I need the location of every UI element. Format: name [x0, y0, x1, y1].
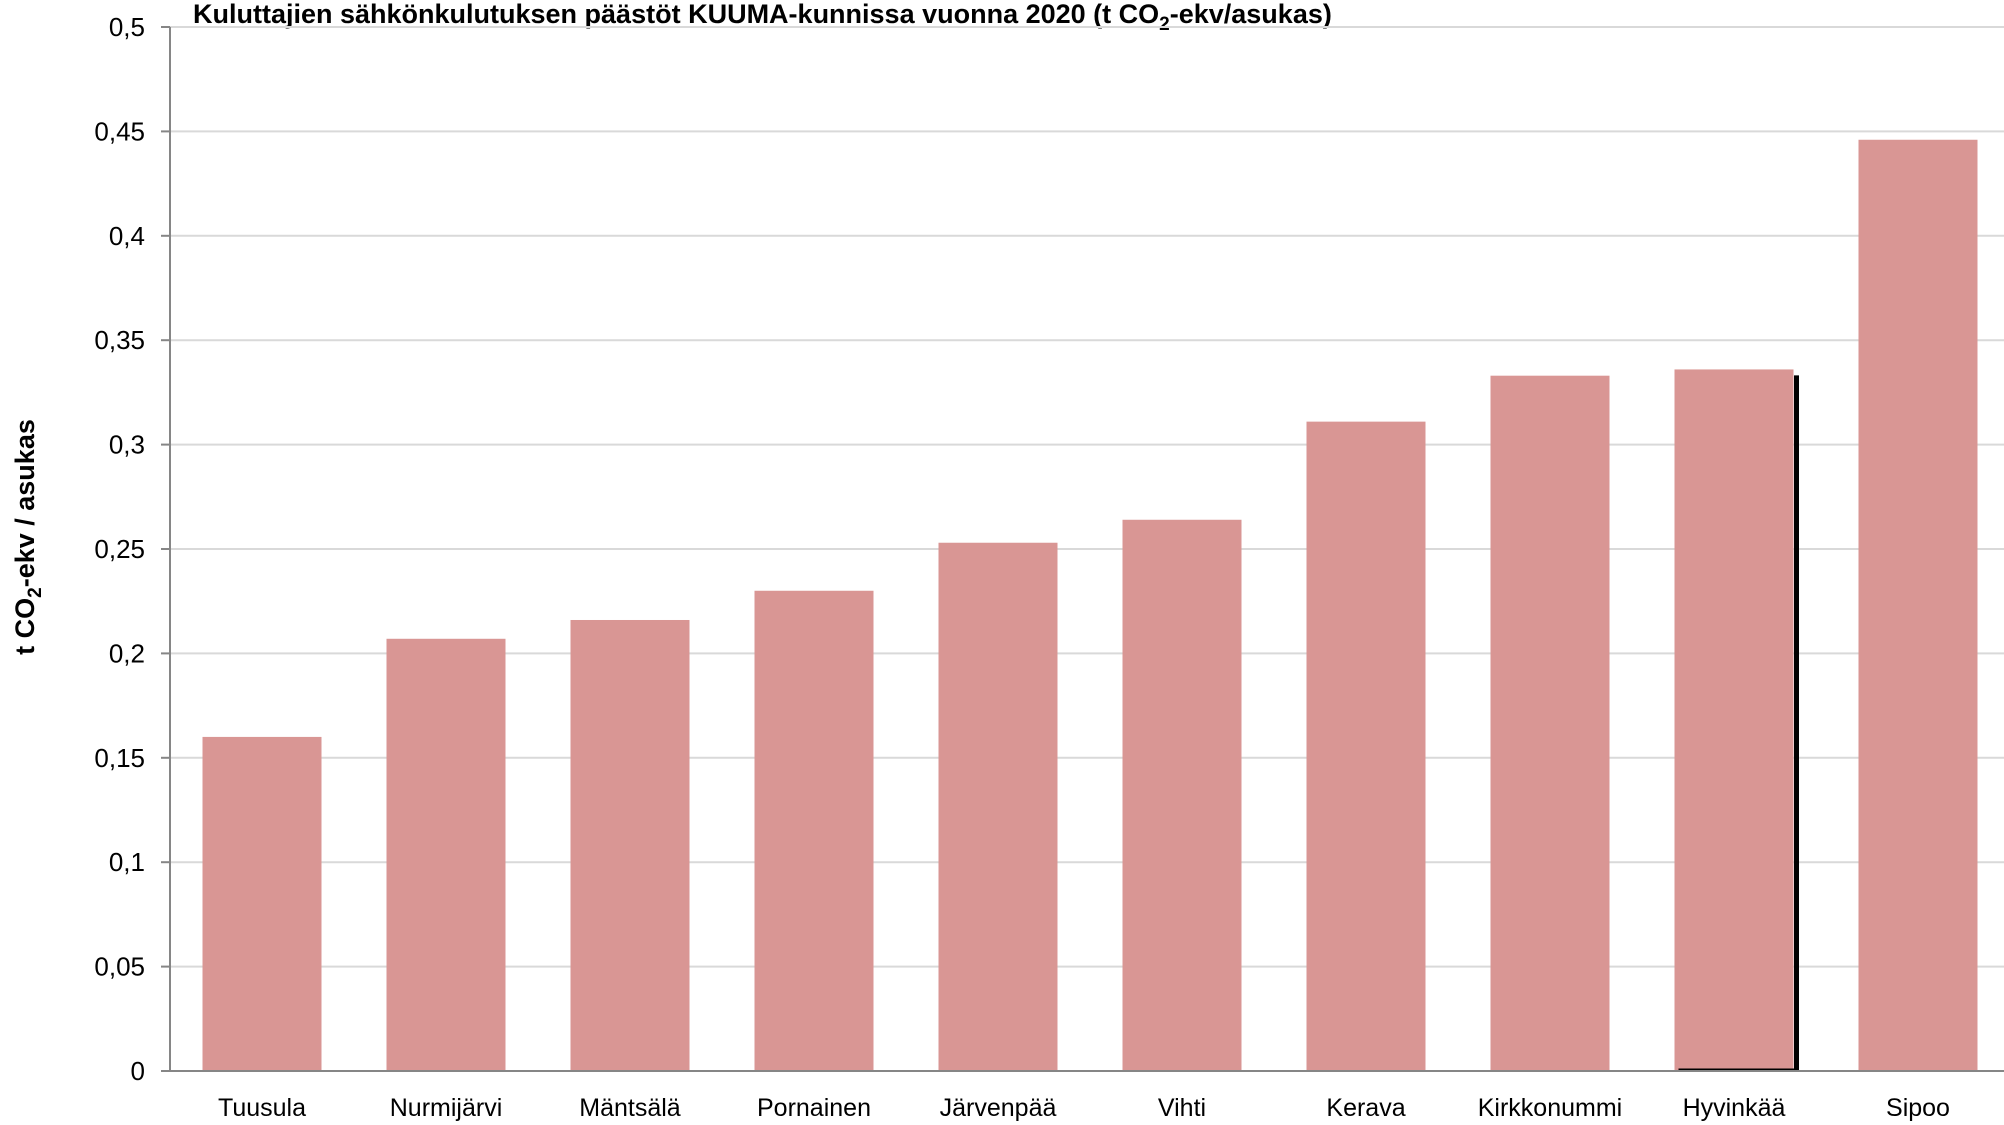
- bar: [386, 638, 506, 1071]
- y-tick-label: 0,5: [109, 12, 145, 42]
- bar: [202, 736, 322, 1071]
- y-axis-label: t CO2-ekv / asukas: [10, 419, 46, 655]
- y-tick-label: 0: [131, 1056, 145, 1086]
- bar: [1306, 421, 1426, 1072]
- bar: [1122, 519, 1242, 1071]
- x-tick-label: Sipoo: [1886, 1094, 1950, 1122]
- x-tick-label: Järvenpää: [940, 1094, 1057, 1122]
- y-tick-label: 0,4: [109, 221, 145, 251]
- y-tick-label: 0,1: [109, 847, 145, 877]
- bar: [938, 542, 1058, 1071]
- bar: [1674, 369, 1794, 1071]
- axes: [161, 26, 2004, 1072]
- bar: [1490, 375, 1610, 1071]
- bar: [570, 619, 690, 1071]
- x-tick-label: Tuusula: [218, 1094, 306, 1122]
- bar: [1858, 139, 1978, 1071]
- x-tick-label: Vihti: [1158, 1094, 1206, 1122]
- y-tick-label: 0,15: [94, 743, 145, 773]
- y-tick-label: 0,25: [94, 534, 145, 564]
- y-tick-label: 0,35: [94, 325, 145, 355]
- y-tick-label: 0,2: [109, 638, 145, 668]
- chart-title: Kuluttajien sähkönkulutuksen päästöt KUU…: [193, 0, 1332, 35]
- x-tick-label: Hyvinkää: [1683, 1094, 1786, 1122]
- x-tick-label: Kirkkonummi: [1478, 1094, 1622, 1122]
- y-tick-label: 0,05: [94, 952, 145, 982]
- x-tick-label: Pornainen: [757, 1094, 871, 1122]
- y-tick-label: 0,3: [109, 430, 145, 460]
- x-tick-label: Nurmijärvi: [390, 1094, 503, 1122]
- x-tick-labels: Tuusula Nurmijärvi Mäntsälä Pornainen Järven…: [218, 1094, 1950, 1122]
- x-tick-label: Mäntsälä: [579, 1094, 681, 1122]
- bars: [202, 139, 1978, 1072]
- y-tick-label: 0,45: [94, 116, 145, 146]
- bar: [754, 590, 874, 1071]
- x-tick-label: Kerava: [1326, 1094, 1405, 1122]
- y-tick-labels: 0 0,05 0,1 0,15 0,2 0,25 0,3 0,35 0,4 0,45 0,5: [94, 12, 145, 1086]
